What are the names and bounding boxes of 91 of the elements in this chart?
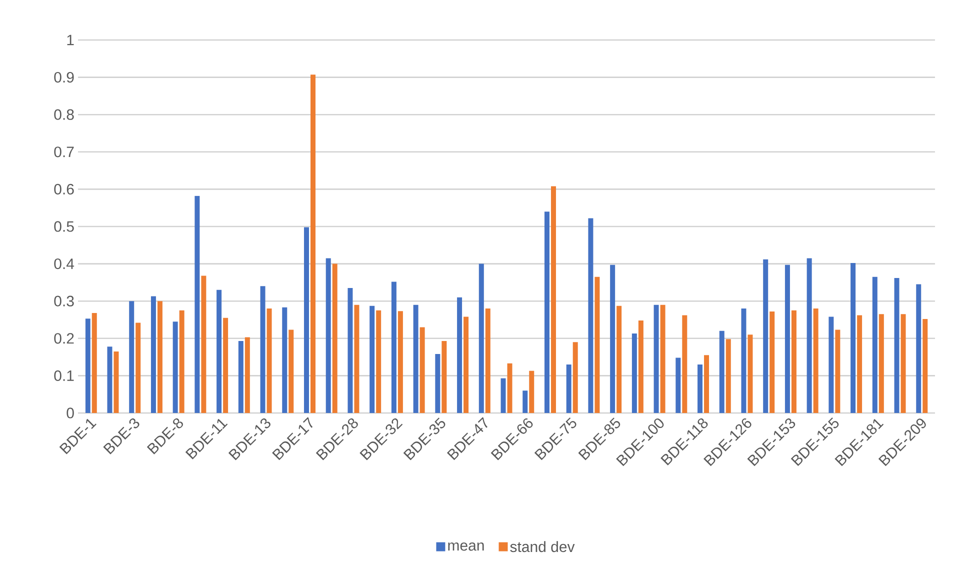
bar bbox=[791, 310, 796, 413]
bar bbox=[500, 378, 506, 413]
bar bbox=[420, 327, 425, 413]
bar bbox=[588, 218, 594, 413]
bar bbox=[850, 263, 856, 413]
bar bbox=[748, 334, 753, 413]
bar bbox=[900, 314, 906, 413]
bar bbox=[770, 312, 775, 413]
bar bbox=[310, 74, 316, 413]
y-tick-label: 0 bbox=[66, 408, 74, 418]
bar bbox=[457, 297, 462, 413]
bar bbox=[485, 308, 490, 413]
y-tick-label: 0.1 bbox=[54, 370, 74, 381]
bar bbox=[216, 290, 222, 413]
bar bbox=[654, 304, 659, 413]
bar bbox=[332, 264, 338, 413]
bar bbox=[698, 364, 703, 413]
bar bbox=[894, 278, 900, 413]
y-tick-label: 0.4 bbox=[54, 258, 74, 270]
bar bbox=[719, 330, 724, 413]
bar bbox=[85, 318, 90, 413]
bar bbox=[107, 346, 112, 413]
bar bbox=[544, 212, 550, 413]
bar bbox=[157, 301, 162, 413]
bar bbox=[813, 308, 818, 413]
bar bbox=[835, 330, 840, 413]
bar bbox=[260, 286, 266, 413]
bar bbox=[92, 313, 97, 413]
bar bbox=[529, 370, 534, 413]
bar bbox=[413, 304, 418, 413]
bar bbox=[922, 318, 928, 413]
bar bbox=[660, 304, 666, 413]
bar bbox=[872, 276, 878, 413]
bar bbox=[763, 259, 768, 413]
bar bbox=[784, 264, 790, 413]
y-tick-label: 0.3 bbox=[54, 296, 74, 306]
bar bbox=[638, 320, 644, 413]
bar bbox=[828, 316, 834, 413]
bar bbox=[129, 301, 134, 413]
bar bbox=[478, 264, 484, 413]
bar bbox=[857, 315, 862, 413]
bar bbox=[806, 258, 812, 413]
bar bbox=[304, 227, 309, 413]
y-tick-label: 1 bbox=[67, 34, 74, 46]
bar bbox=[878, 314, 884, 413]
bar bbox=[682, 315, 688, 413]
bar bbox=[398, 311, 403, 413]
bar bbox=[594, 276, 600, 413]
bar bbox=[550, 186, 556, 413]
bar bbox=[266, 308, 272, 413]
y-tick-label: 0.5 bbox=[54, 221, 74, 232]
bar bbox=[632, 334, 637, 413]
bar bbox=[376, 310, 382, 413]
bar bbox=[201, 276, 206, 413]
bar bbox=[370, 306, 375, 413]
legend-label: stand dev bbox=[510, 541, 575, 552]
y-tick-label: 0.8 bbox=[54, 109, 74, 120]
bar bbox=[916, 284, 922, 413]
bar bbox=[288, 330, 294, 413]
bar bbox=[464, 316, 469, 413]
bar bbox=[136, 322, 141, 413]
bar bbox=[566, 364, 572, 413]
bar bbox=[507, 363, 512, 413]
bar bbox=[676, 358, 681, 413]
bar bbox=[114, 351, 119, 413]
bar bbox=[522, 390, 528, 413]
bar bbox=[741, 308, 746, 413]
bar bbox=[442, 341, 447, 413]
bar bbox=[348, 288, 353, 413]
bar bbox=[616, 306, 622, 413]
y-tick-label: 0.7 bbox=[54, 146, 74, 158]
bar bbox=[244, 337, 250, 413]
legend-label: mean bbox=[448, 542, 484, 551]
bar bbox=[238, 341, 244, 413]
bar bbox=[610, 264, 616, 413]
bar bbox=[172, 322, 178, 413]
bar bbox=[726, 339, 731, 413]
y-tick-label: 0.9 bbox=[54, 72, 74, 83]
bar bbox=[572, 342, 578, 413]
bar bbox=[150, 296, 156, 413]
y-tick-label: 0.6 bbox=[54, 184, 74, 194]
bar bbox=[435, 354, 440, 413]
bar bbox=[194, 196, 200, 413]
bar bbox=[704, 355, 710, 413]
bar bbox=[326, 258, 331, 413]
y-tick-label: 0.2 bbox=[54, 333, 74, 344]
bar bbox=[391, 282, 396, 413]
bar bbox=[223, 318, 228, 413]
bar bbox=[354, 304, 360, 413]
bar bbox=[179, 310, 184, 413]
bar bbox=[282, 307, 288, 413]
